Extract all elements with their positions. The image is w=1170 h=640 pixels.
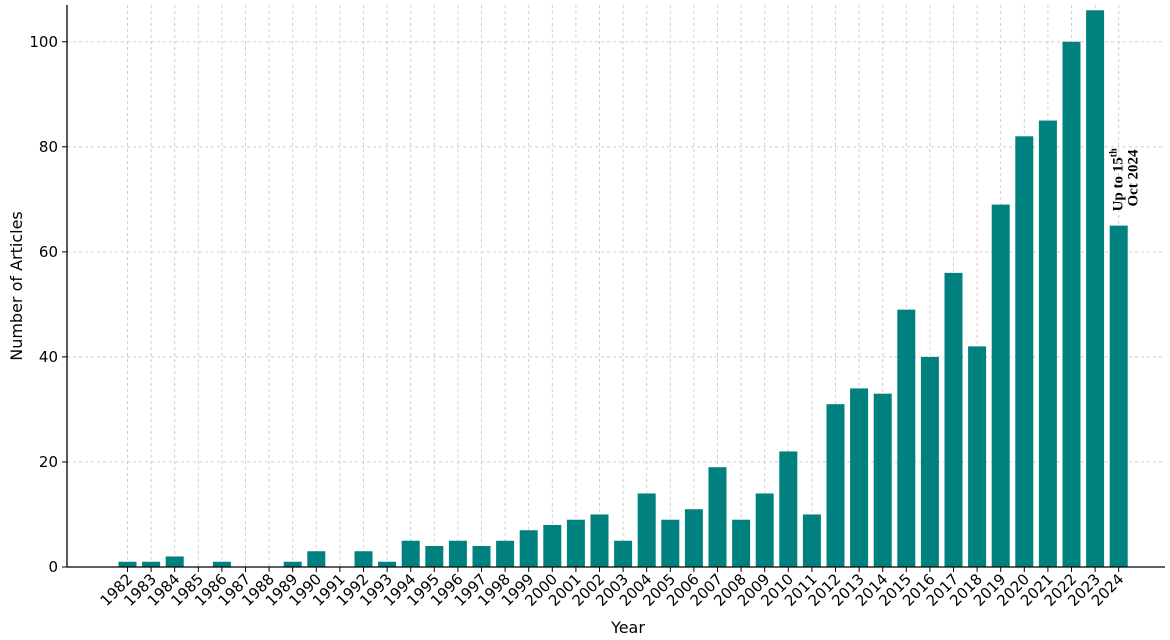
bar-2019 — [991, 204, 1010, 567]
bar-2020 — [1015, 136, 1034, 567]
bar-2024 — [1109, 225, 1128, 567]
bar-1996 — [448, 540, 467, 567]
y-tick-label: 0 — [48, 558, 58, 576]
bar-2014 — [873, 393, 892, 567]
y-tick-label: 60 — [39, 243, 58, 261]
bar-2023 — [1086, 10, 1105, 568]
bar-2017 — [944, 272, 963, 567]
y-axis-ticks: 0 20 40 60 80 100 — [29, 33, 67, 576]
bar-1993 — [378, 561, 397, 567]
y-tick-label: 100 — [29, 33, 58, 51]
bar-1986 — [212, 561, 231, 567]
bar-2003 — [614, 540, 633, 567]
y-tick-label: 20 — [39, 453, 58, 471]
bar-2021 — [1038, 120, 1057, 568]
bar-2006 — [684, 509, 703, 567]
bar-2009 — [755, 493, 774, 567]
bar-1990 — [307, 551, 326, 567]
bar-1995 — [425, 545, 444, 567]
y-tick-label: 80 — [39, 138, 58, 156]
bar-2015 — [897, 309, 916, 567]
annotation-line1-superscript: th — [1109, 148, 1120, 157]
bar-1994 — [401, 540, 420, 567]
bar-2012 — [826, 404, 845, 567]
bar-1983 — [142, 561, 161, 567]
bar-2000 — [543, 524, 562, 567]
bar-1982 — [118, 561, 137, 567]
y-axis-title: Number of Articles — [7, 211, 26, 361]
annotation-line2: Oct 2024 — [1126, 149, 1142, 207]
bar-1999 — [519, 530, 538, 567]
bar-2002 — [590, 514, 609, 567]
bar-2005 — [661, 519, 680, 567]
x-axis-ticks: 1982198319841985198619871988198919901991… — [97, 567, 1128, 610]
bar-1984 — [165, 556, 184, 567]
bar-2018 — [968, 346, 987, 567]
bar-2001 — [566, 519, 585, 567]
annotation-line1: Up to 15 — [1111, 157, 1127, 211]
bar-2007 — [708, 467, 727, 567]
bar-2011 — [802, 514, 821, 567]
bar-1989 — [283, 561, 302, 567]
bars — [118, 10, 1128, 568]
bar-1998 — [496, 540, 515, 567]
y-tick-label: 40 — [39, 348, 58, 366]
bar-2013 — [850, 388, 869, 567]
bar-2016 — [920, 356, 939, 567]
annotation-2024: Up to 15th Oct 2024 — [1105, 145, 1142, 212]
bar-2010 — [779, 451, 798, 567]
bar-2008 — [732, 519, 751, 567]
bar-2022 — [1062, 41, 1081, 567]
bar-1997 — [472, 545, 491, 567]
bar-1992 — [354, 551, 373, 567]
bar-2004 — [637, 493, 656, 567]
x-axis-title: Year — [610, 618, 645, 637]
